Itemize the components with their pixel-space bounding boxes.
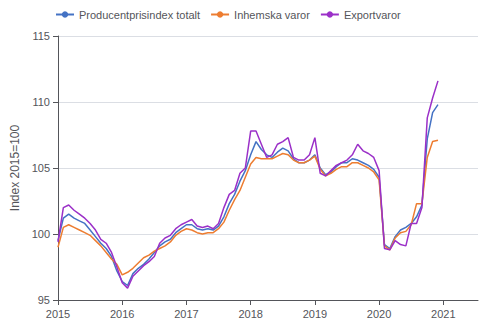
svg-text:Producentprisindex totalt: Producentprisindex totalt: [79, 9, 200, 21]
svg-text:2017: 2017: [174, 308, 198, 320]
svg-text:105: 105: [32, 162, 50, 174]
svg-text:2020: 2020: [367, 308, 391, 320]
svg-text:2016: 2016: [110, 308, 134, 320]
svg-text:115: 115: [32, 30, 50, 42]
svg-text:95: 95: [38, 294, 50, 306]
svg-text:2015: 2015: [46, 308, 70, 320]
svg-text:100: 100: [32, 228, 50, 240]
svg-text:Exportvaror: Exportvaror: [344, 9, 401, 21]
svg-text:2021: 2021: [431, 308, 455, 320]
svg-text:2019: 2019: [303, 308, 327, 320]
svg-text:Inhemska varor: Inhemska varor: [234, 9, 310, 21]
svg-text:Index 2015=100: Index 2015=100: [8, 124, 22, 211]
svg-text:2018: 2018: [238, 308, 262, 320]
svg-text:110: 110: [32, 96, 50, 108]
